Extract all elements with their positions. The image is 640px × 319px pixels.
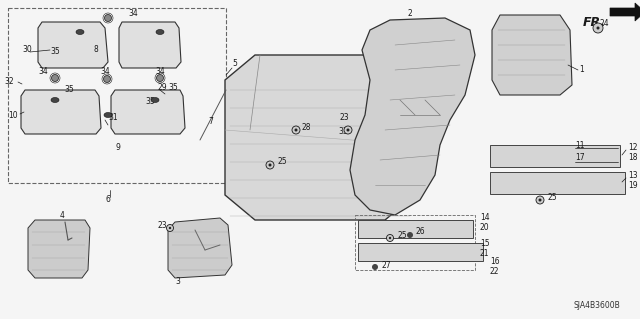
- Circle shape: [266, 161, 274, 169]
- Ellipse shape: [104, 113, 112, 117]
- Ellipse shape: [51, 98, 59, 102]
- Circle shape: [104, 76, 111, 83]
- Text: 4: 4: [60, 211, 65, 219]
- Text: 35: 35: [64, 85, 74, 94]
- Circle shape: [538, 198, 541, 202]
- Text: 22: 22: [490, 268, 499, 277]
- Text: 18: 18: [628, 153, 637, 162]
- Bar: [358, 243, 483, 261]
- Text: 7: 7: [208, 117, 213, 127]
- Circle shape: [387, 234, 394, 241]
- Text: 17: 17: [575, 153, 584, 162]
- Text: 34: 34: [155, 68, 164, 77]
- Text: SJA4B3600B: SJA4B3600B: [573, 300, 620, 309]
- Circle shape: [166, 225, 173, 232]
- Text: 35: 35: [50, 48, 60, 56]
- Ellipse shape: [76, 29, 84, 34]
- Ellipse shape: [151, 98, 159, 102]
- Circle shape: [536, 196, 544, 204]
- Text: 10: 10: [8, 110, 18, 120]
- Bar: [358, 220, 473, 238]
- Text: 1: 1: [579, 65, 584, 75]
- Text: 34: 34: [38, 68, 48, 77]
- Circle shape: [596, 26, 600, 29]
- Circle shape: [407, 232, 413, 238]
- Text: 33: 33: [338, 128, 348, 137]
- Bar: [490, 145, 620, 167]
- Circle shape: [388, 237, 391, 239]
- Circle shape: [104, 14, 111, 21]
- Text: 13: 13: [628, 170, 637, 180]
- Text: 12: 12: [628, 144, 637, 152]
- Text: 29: 29: [158, 84, 168, 93]
- Circle shape: [269, 164, 271, 167]
- Text: 31: 31: [108, 114, 118, 122]
- Text: 16: 16: [490, 257, 500, 266]
- Text: 9: 9: [115, 144, 120, 152]
- Polygon shape: [168, 218, 232, 278]
- Circle shape: [169, 227, 172, 229]
- Text: 32: 32: [4, 78, 13, 86]
- Polygon shape: [119, 22, 181, 68]
- Text: 21: 21: [480, 249, 490, 257]
- Circle shape: [346, 129, 349, 131]
- Text: 23: 23: [158, 220, 168, 229]
- Polygon shape: [492, 15, 572, 95]
- Text: 8: 8: [93, 46, 98, 55]
- Bar: [355, 215, 475, 270]
- Text: 3: 3: [175, 278, 180, 286]
- Text: 25: 25: [398, 231, 408, 240]
- Polygon shape: [28, 220, 90, 278]
- Text: 35: 35: [168, 84, 178, 93]
- Circle shape: [593, 23, 603, 33]
- Polygon shape: [38, 22, 108, 68]
- Text: 28: 28: [302, 122, 312, 131]
- Polygon shape: [111, 90, 185, 134]
- Text: 19: 19: [628, 181, 637, 189]
- Text: FR.: FR.: [583, 16, 606, 28]
- Circle shape: [344, 126, 352, 134]
- Circle shape: [292, 126, 300, 134]
- Text: 2: 2: [408, 10, 412, 19]
- Bar: [8, 8, 226, 183]
- Text: 14: 14: [480, 213, 490, 222]
- Text: 25: 25: [278, 158, 287, 167]
- Text: 5: 5: [232, 60, 237, 69]
- Text: 11: 11: [575, 140, 584, 150]
- Circle shape: [51, 75, 58, 81]
- Text: 26: 26: [415, 227, 424, 236]
- Text: 24: 24: [600, 19, 610, 28]
- Text: 20: 20: [480, 224, 490, 233]
- Text: 25: 25: [548, 192, 557, 202]
- Ellipse shape: [156, 29, 164, 34]
- Circle shape: [294, 129, 298, 131]
- Polygon shape: [21, 90, 101, 134]
- Text: 23: 23: [340, 114, 349, 122]
- Text: 34: 34: [128, 10, 138, 19]
- Text: 27: 27: [382, 261, 392, 270]
- Text: 6: 6: [106, 196, 111, 204]
- Circle shape: [157, 75, 163, 81]
- Text: 15: 15: [480, 239, 490, 248]
- Polygon shape: [350, 18, 475, 215]
- Text: 34: 34: [100, 68, 109, 77]
- Circle shape: [372, 264, 378, 270]
- Text: 30: 30: [22, 46, 32, 55]
- Polygon shape: [225, 55, 415, 220]
- Polygon shape: [610, 3, 640, 21]
- Bar: [490, 172, 625, 194]
- Text: 35: 35: [145, 98, 155, 107]
